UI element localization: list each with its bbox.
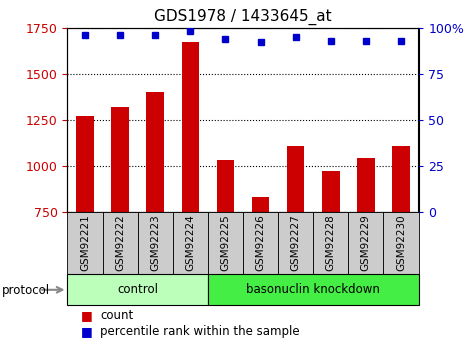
Text: GSM92222: GSM92222 (115, 215, 125, 272)
Bar (173, 212, 208, 274)
Bar (243, 212, 278, 274)
Bar (67, 274, 208, 305)
Bar (392, 146, 410, 345)
Text: control: control (117, 283, 158, 296)
Text: GSM92221: GSM92221 (80, 215, 90, 272)
Bar (102, 212, 138, 274)
Bar (217, 160, 234, 345)
Bar (111, 107, 129, 345)
Text: count: count (100, 309, 133, 322)
Bar (208, 274, 418, 305)
Bar (208, 212, 243, 274)
Title: GDS1978 / 1433645_at: GDS1978 / 1433645_at (154, 9, 332, 25)
Bar (181, 42, 199, 345)
Bar (278, 212, 313, 274)
Bar (383, 212, 418, 274)
Text: basonuclin knockdown: basonuclin knockdown (246, 283, 380, 296)
Text: ■: ■ (81, 325, 93, 338)
Bar (348, 212, 383, 274)
Text: GSM92230: GSM92230 (396, 215, 406, 271)
Bar (146, 92, 164, 345)
Text: ■: ■ (81, 309, 93, 322)
Text: GSM92229: GSM92229 (361, 215, 371, 272)
Bar (313, 212, 348, 274)
Bar (287, 146, 305, 345)
Bar (252, 197, 269, 345)
Text: GSM92226: GSM92226 (255, 215, 266, 272)
Bar (67, 212, 102, 274)
Text: GSM92227: GSM92227 (291, 215, 301, 272)
Bar (357, 158, 375, 345)
Text: GSM92224: GSM92224 (185, 215, 195, 272)
Text: GSM92225: GSM92225 (220, 215, 231, 272)
Bar (76, 116, 94, 345)
Bar (138, 212, 173, 274)
Text: GSM92223: GSM92223 (150, 215, 160, 272)
Text: percentile rank within the sample: percentile rank within the sample (100, 325, 299, 338)
Bar (322, 171, 339, 345)
Text: protocol: protocol (2, 284, 50, 297)
Text: GSM92228: GSM92228 (326, 215, 336, 272)
